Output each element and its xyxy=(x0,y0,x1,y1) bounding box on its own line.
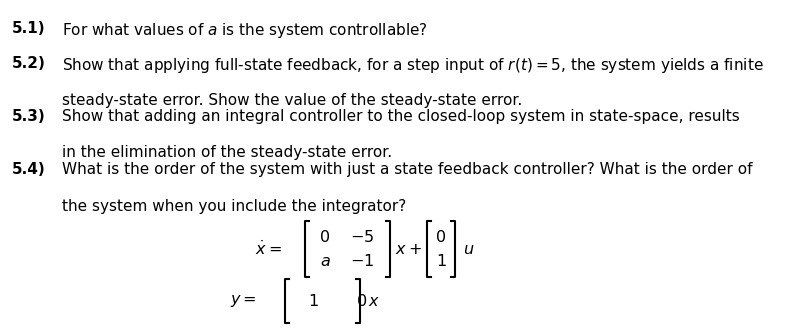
Text: 0: 0 xyxy=(436,229,446,245)
Text: steady-state error. Show the value of the steady-state error.: steady-state error. Show the value of th… xyxy=(62,92,522,108)
Text: For what values of $a$ is the system controllable?: For what values of $a$ is the system con… xyxy=(62,21,428,40)
Text: 1: 1 xyxy=(436,254,446,268)
Text: in the elimination of the steady-state error.: in the elimination of the steady-state e… xyxy=(62,146,392,161)
Text: 5.3): 5.3) xyxy=(12,109,46,124)
Text: 0: 0 xyxy=(320,229,331,245)
Text: What is the order of the system with just a state feedback controller? What is t: What is the order of the system with jus… xyxy=(62,162,752,177)
Text: $\dot{x}=$: $\dot{x}=$ xyxy=(255,240,282,258)
Text: 5.4): 5.4) xyxy=(12,162,46,177)
Text: 1: 1 xyxy=(308,294,318,308)
Text: 5.1): 5.1) xyxy=(12,21,46,36)
Text: 0: 0 xyxy=(352,294,367,308)
Text: Show that applying full-state feedback, for a step input of $r(t) = 5$, the syst: Show that applying full-state feedback, … xyxy=(62,56,763,75)
Text: $-5$: $-5$ xyxy=(350,229,375,245)
Text: the system when you include the integrator?: the system when you include the integrat… xyxy=(62,199,406,213)
Text: Show that adding an integral controller to the closed-loop system in state-space: Show that adding an integral controller … xyxy=(62,109,740,124)
Text: $u$: $u$ xyxy=(463,242,474,257)
Text: $x+$: $x+$ xyxy=(395,242,422,257)
Text: $-1$: $-1$ xyxy=(350,253,375,269)
Text: $x$: $x$ xyxy=(368,294,380,308)
Text: 5.2): 5.2) xyxy=(12,56,46,71)
Text: $a$: $a$ xyxy=(320,254,331,268)
Text: $y=$: $y=$ xyxy=(230,293,257,309)
